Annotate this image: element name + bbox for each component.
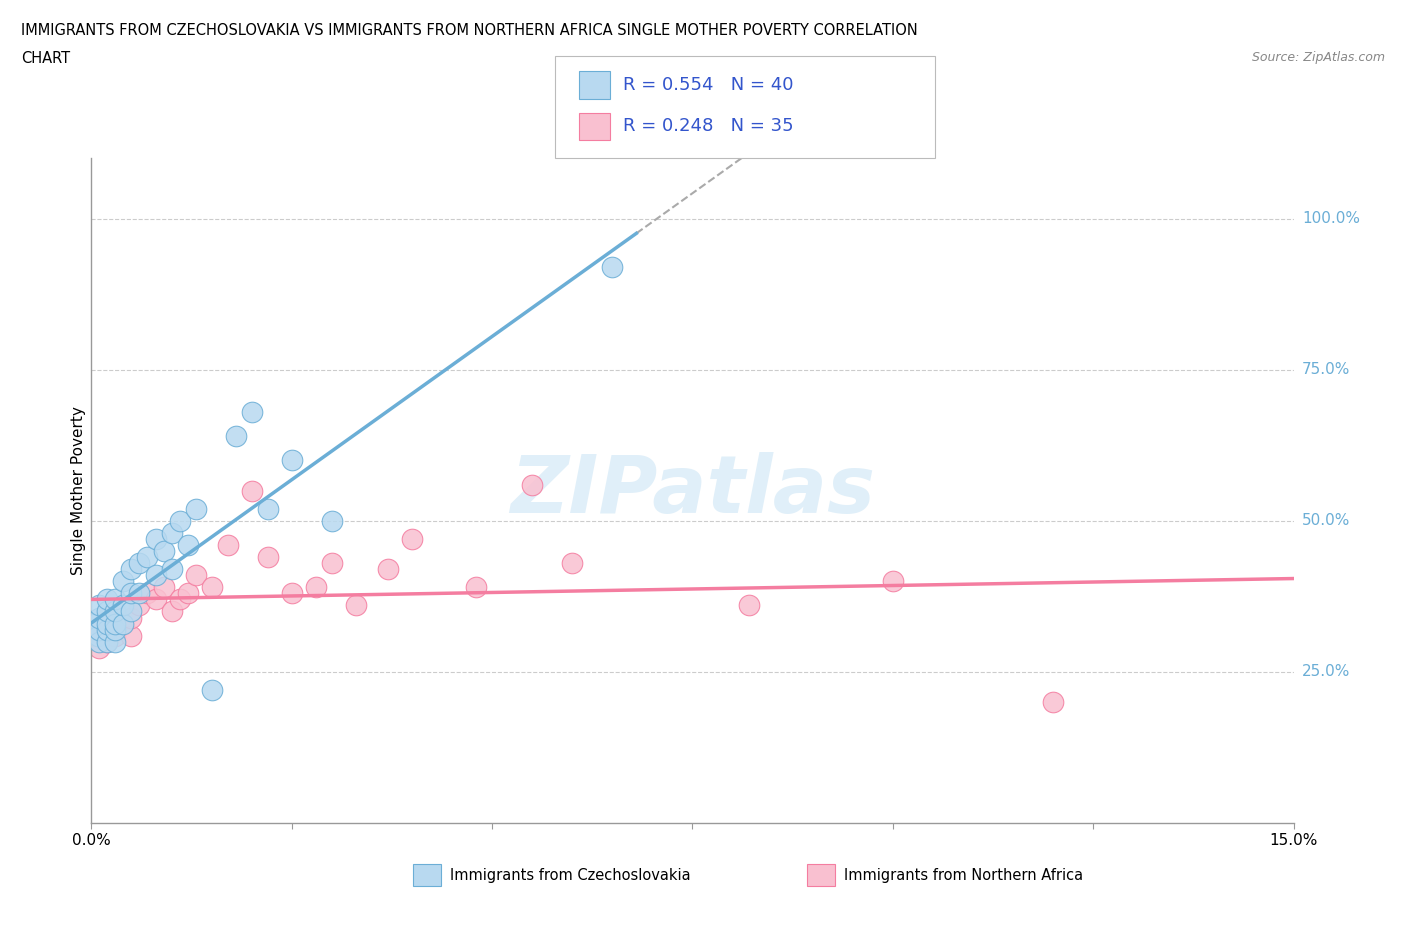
Text: 100.0%: 100.0% [1302, 211, 1360, 226]
Point [160, 604, 183, 619]
Point [136, 586, 159, 601]
Point [401, 532, 423, 547]
Point [321, 556, 343, 571]
Point [602, 259, 624, 274]
Point [104, 616, 127, 631]
Point [184, 501, 207, 516]
Point [96, 592, 118, 607]
Point [84, 629, 107, 644]
Point [84, 616, 107, 631]
Point [176, 538, 198, 552]
Point [96, 616, 118, 631]
Point [89, 598, 111, 613]
Point [225, 429, 247, 444]
Point [96, 622, 118, 637]
Point [121, 604, 143, 619]
Point [89, 634, 111, 649]
Point [256, 550, 278, 565]
Point [281, 453, 304, 468]
Text: 25.0%: 25.0% [1302, 664, 1350, 680]
Text: R = 0.248   N = 35: R = 0.248 N = 35 [623, 117, 793, 136]
Point [217, 538, 239, 552]
Text: IMMIGRANTS FROM CZECHOSLOVAKIA VS IMMIGRANTS FROM NORTHERN AFRICA SINGLE MOTHER : IMMIGRANTS FROM CZECHOSLOVAKIA VS IMMIGR… [21, 23, 918, 38]
Point [240, 405, 263, 419]
Point [184, 567, 207, 582]
Point [121, 586, 143, 601]
Point [152, 543, 174, 558]
Point [104, 604, 127, 619]
Point [96, 634, 118, 649]
Point [121, 629, 143, 644]
Text: 50.0%: 50.0% [1302, 513, 1350, 528]
Point [201, 683, 224, 698]
Point [160, 525, 183, 540]
Point [104, 634, 127, 649]
Point [256, 501, 278, 516]
Point [89, 622, 111, 637]
Point [737, 598, 759, 613]
Point [152, 580, 174, 595]
Point [112, 574, 135, 589]
Point [176, 586, 198, 601]
Point [522, 477, 544, 492]
Point [128, 598, 150, 613]
Point [89, 641, 111, 656]
Point [104, 629, 127, 644]
Y-axis label: Single Mother Poverty: Single Mother Poverty [70, 406, 86, 575]
Point [128, 556, 150, 571]
Point [96, 604, 118, 619]
Text: Immigrants from Northern Africa: Immigrants from Northern Africa [844, 868, 1083, 883]
Point [1042, 695, 1064, 710]
Point [89, 622, 111, 637]
Point [104, 592, 127, 607]
Point [96, 622, 118, 637]
Point [145, 567, 167, 582]
Point [169, 513, 191, 528]
Point [96, 610, 118, 625]
Point [561, 556, 583, 571]
Point [321, 513, 343, 528]
Point [201, 580, 224, 595]
Point [96, 634, 118, 649]
Point [121, 562, 143, 577]
Point [128, 586, 150, 601]
Point [112, 616, 135, 631]
Point [112, 598, 135, 613]
Point [465, 580, 488, 595]
Text: ZIPatlas: ZIPatlas [510, 452, 875, 529]
Point [160, 562, 183, 577]
Point [104, 622, 127, 637]
Point [112, 616, 135, 631]
Point [121, 610, 143, 625]
Point [169, 592, 191, 607]
Point [136, 550, 159, 565]
Text: R = 0.554   N = 40: R = 0.554 N = 40 [623, 75, 793, 94]
Point [281, 586, 304, 601]
Point [882, 574, 904, 589]
Point [145, 592, 167, 607]
Text: 75.0%: 75.0% [1302, 362, 1350, 378]
Point [305, 580, 328, 595]
Text: Source: ZipAtlas.com: Source: ZipAtlas.com [1251, 51, 1385, 64]
Point [145, 532, 167, 547]
Text: CHART: CHART [21, 51, 70, 66]
Point [377, 562, 399, 577]
Text: Immigrants from Czechoslovakia: Immigrants from Czechoslovakia [450, 868, 690, 883]
Point [344, 598, 367, 613]
Point [89, 610, 111, 625]
Point [104, 616, 127, 631]
Point [240, 484, 263, 498]
Point [87, 629, 110, 644]
